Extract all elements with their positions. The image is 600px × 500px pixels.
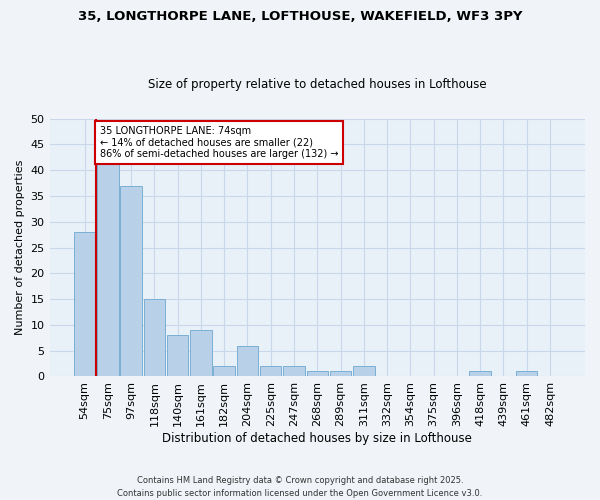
Bar [283, 366, 305, 376]
Bar [190, 330, 212, 376]
Bar [469, 372, 491, 376]
Text: Contains HM Land Registry data © Crown copyright and database right 2025.
Contai: Contains HM Land Registry data © Crown c… [118, 476, 482, 498]
Bar [74, 232, 95, 376]
Bar [307, 372, 328, 376]
Bar [214, 366, 235, 376]
Bar [353, 366, 374, 376]
Bar [237, 346, 258, 376]
Bar [97, 160, 119, 376]
Bar [167, 335, 188, 376]
Bar [143, 299, 165, 376]
Text: 35 LONGTHORPE LANE: 74sqm
← 14% of detached houses are smaller (22)
86% of semi-: 35 LONGTHORPE LANE: 74sqm ← 14% of detac… [100, 126, 338, 160]
Text: 35, LONGTHORPE LANE, LOFTHOUSE, WAKEFIELD, WF3 3PY: 35, LONGTHORPE LANE, LOFTHOUSE, WAKEFIEL… [78, 10, 522, 23]
Title: Size of property relative to detached houses in Lofthouse: Size of property relative to detached ho… [148, 78, 487, 91]
Bar [121, 186, 142, 376]
Bar [516, 372, 538, 376]
X-axis label: Distribution of detached houses by size in Lofthouse: Distribution of detached houses by size … [163, 432, 472, 445]
Bar [330, 372, 351, 376]
Y-axis label: Number of detached properties: Number of detached properties [15, 160, 25, 335]
Bar [260, 366, 281, 376]
